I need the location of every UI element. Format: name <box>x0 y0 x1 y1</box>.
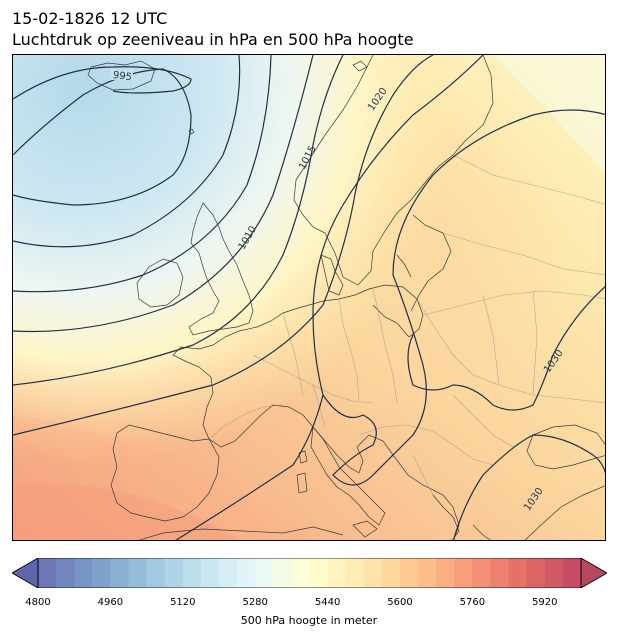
colorbar <box>11 557 608 589</box>
colorbar-cell <box>110 558 130 588</box>
colorbar-cell <box>436 558 455 588</box>
isobar-995 <box>13 66 192 100</box>
colorbar-cell <box>508 558 528 588</box>
isobar-1030 <box>322 109 605 486</box>
colorbar-tick-label: 5920 <box>532 597 558 608</box>
colorbar-cell <box>146 558 166 588</box>
colorbar-cell <box>164 558 184 588</box>
colorbar-cell <box>345 558 365 588</box>
isobar-label: 995 <box>112 70 132 84</box>
isobar-1030-east <box>407 286 605 411</box>
colorbar-cell <box>309 558 329 588</box>
black-sea <box>526 424 605 470</box>
colorbar-cells <box>38 558 582 588</box>
iceland <box>87 60 156 91</box>
colorbar-tick-label: 5440 <box>314 597 341 608</box>
scandinavia <box>293 55 494 286</box>
colorbar-cell <box>92 558 111 588</box>
date-title: 15-02-1826 12 UTC <box>12 9 168 28</box>
colorbar-cell <box>237 558 256 588</box>
map-title: Luchtdruk op zeeniveau in hPa en 500 hPa… <box>12 30 414 49</box>
colorbar-cell <box>381 558 401 588</box>
greece <box>432 494 491 540</box>
isobars <box>13 55 605 540</box>
colorbar-cell <box>544 558 564 588</box>
colorbar-cell <box>56 558 75 588</box>
colorbar-cell <box>200 558 220 588</box>
colorbar-cell <box>327 558 347 588</box>
isobar-1025-east <box>452 434 605 540</box>
isobar-1020 <box>13 55 434 436</box>
italy <box>310 426 386 526</box>
isobar-1000 <box>13 68 192 206</box>
colorbar-cell <box>273 558 292 588</box>
colorbar-cell <box>400 558 419 588</box>
colorbar-tick-label: 4960 <box>97 597 124 608</box>
isobar-1010 <box>13 55 272 293</box>
colorbar-tick-label: 5760 <box>459 597 486 608</box>
colorbar-cell <box>219 558 238 588</box>
colorbar-cell <box>418 558 437 588</box>
colorbar-tick-label: 5600 <box>387 597 413 608</box>
north-africa <box>138 526 344 540</box>
colorbar-cell <box>38 558 57 588</box>
isobar-1005 <box>13 55 241 248</box>
colorbar-cell <box>74 558 93 588</box>
iberia <box>110 424 220 522</box>
denmark <box>320 254 344 296</box>
colorbar-cell <box>454 558 473 588</box>
colorbar-cell <box>526 558 546 588</box>
colorbar-cell <box>562 558 582 588</box>
height-field <box>13 55 605 540</box>
weather-map: 995 1010 1015 1020 1030 1030 <box>12 54 606 541</box>
isobar-1015 <box>13 55 314 333</box>
colorbar-cell <box>255 558 274 588</box>
colorbar-tick-label: 4800 <box>25 597 51 608</box>
isobar-1025 <box>175 55 484 540</box>
isobar-1015b <box>13 55 344 386</box>
colorbar-tick-label: 5120 <box>170 597 196 608</box>
colorbar-cell <box>490 558 510 588</box>
great-britain <box>188 202 254 336</box>
colorbar-tick-label: 5280 <box>242 597 268 608</box>
colorbar-cell <box>182 558 202 588</box>
colorbar-cell <box>363 558 383 588</box>
colorbar-cell <box>291 558 311 588</box>
colorbar-max-arrow <box>580 557 608 589</box>
colorbar-label: 500 hPa hoogte in meter <box>240 614 378 627</box>
coastlines <box>87 55 605 540</box>
europe-coast <box>172 284 605 540</box>
colorbar-min-arrow <box>11 557 39 589</box>
colorbar-cell <box>472 558 492 588</box>
colorbar-cell <box>128 558 148 588</box>
